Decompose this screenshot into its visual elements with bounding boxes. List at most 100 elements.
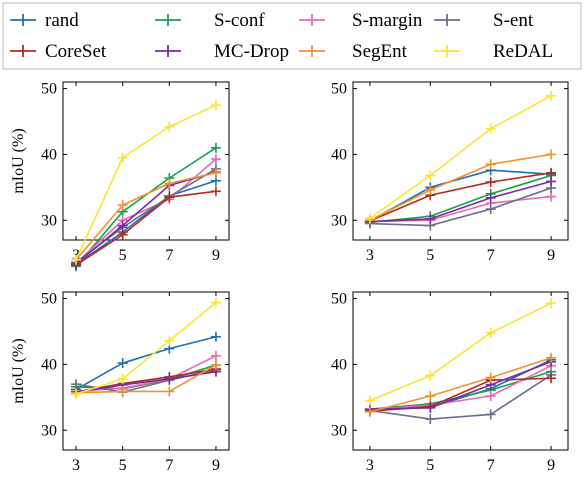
series-redal (71, 297, 221, 400)
y-tick-label: 40 (41, 356, 57, 373)
series-line (75, 147, 217, 267)
data-point (546, 373, 557, 384)
x-tick-label: 3 (72, 457, 80, 474)
series-line (75, 301, 217, 395)
data-point (71, 254, 82, 265)
data-point (546, 298, 557, 309)
series-redal (71, 100, 221, 265)
data-point (210, 331, 221, 342)
legend: rand S-conf S-margin S-ent CoreSet MC-Drop Seg… (2, 2, 582, 70)
data-point (164, 373, 175, 384)
x-tick-label: 9 (212, 247, 220, 264)
axes-frame (62, 291, 230, 451)
axes-frame (62, 81, 230, 241)
series-line (369, 357, 552, 413)
data-point (425, 213, 436, 224)
series-line (75, 172, 217, 261)
legend-label: SegEnt (352, 41, 408, 62)
series-line (369, 374, 552, 420)
legend-frame (2, 2, 582, 70)
y-tick-label: 30 (331, 212, 347, 229)
data-point (210, 167, 221, 178)
x-tick-label: 9 (547, 457, 555, 474)
data-point (210, 360, 221, 371)
data-point (117, 152, 128, 163)
y-tick-label: 50 (41, 81, 57, 98)
legend-entry-redal: ReDAL (434, 41, 553, 62)
x-tick-label: 9 (547, 247, 555, 264)
data-point (485, 372, 496, 383)
legend-label: MC-Drop (214, 41, 289, 62)
data-point (425, 370, 436, 381)
data-point (546, 352, 557, 363)
x-tick-label: 7 (487, 247, 495, 264)
series-segent (364, 352, 557, 417)
panel-4: 30 40 50 3 5 7 9 (331, 291, 569, 474)
data-point (210, 142, 221, 153)
y-tick-label: 30 (41, 422, 57, 439)
legend-label: ReDAL (493, 41, 553, 62)
panel-2: 30 40 50 3 5 7 9 (331, 81, 569, 264)
legend-entry-rand: rand (10, 10, 79, 31)
legend-label: S-ent (493, 10, 534, 31)
series-s-ent (364, 182, 557, 231)
legend-entry-s-conf: S-conf (155, 10, 265, 31)
data-point (485, 327, 496, 338)
data-point (117, 358, 128, 369)
legend-entry-segent: SegEnt (299, 41, 408, 62)
series-rand (71, 331, 221, 395)
series-s-margin (71, 154, 221, 269)
series-line (369, 95, 552, 219)
x-tick-label: 3 (366, 247, 374, 264)
x-tick-label: 5 (119, 457, 127, 474)
legend-label: rand (45, 10, 79, 31)
series-line (369, 361, 552, 410)
series-line (369, 180, 552, 223)
axes-frame (352, 81, 569, 241)
data-point (425, 391, 436, 402)
series-redal (364, 298, 557, 406)
data-point (364, 395, 375, 406)
data-point (485, 123, 496, 134)
data-point (164, 178, 175, 189)
data-point (164, 192, 175, 203)
axes-frame (352, 291, 569, 451)
legend-label: CoreSet (45, 41, 107, 62)
x-tick-label: 7 (487, 457, 495, 474)
y-tick-label: 50 (331, 291, 347, 308)
legend-entry-s-ent: S-ent (434, 10, 534, 31)
data-point (546, 149, 557, 160)
data-point (210, 350, 221, 361)
data-point (485, 192, 496, 203)
data-point (164, 121, 175, 132)
x-tick-label: 5 (119, 247, 127, 264)
legend-label: S-conf (214, 10, 265, 31)
y-tick-label: 30 (331, 422, 347, 439)
data-point (117, 386, 128, 397)
series-line (75, 370, 217, 393)
x-tick-label: 5 (426, 457, 434, 474)
y-axis-label: mIoU (%) (10, 338, 27, 403)
legend-label: S-margin (352, 10, 423, 31)
chart-panels: 30 40 50 3 5 7 9 mIoU (%) 30 40 50 3 5 7 9 30 40 50 3 5 7 9 mI… (10, 81, 569, 474)
data-point (210, 100, 221, 111)
data-point (117, 229, 128, 240)
series-line (76, 355, 217, 393)
y-tick-label: 40 (331, 356, 347, 373)
series-line (369, 169, 552, 222)
y-tick-label: 30 (41, 212, 57, 229)
data-point (546, 167, 557, 178)
legend-entry-mc-drop: MC-Drop (155, 41, 289, 62)
x-tick-label: 7 (165, 457, 173, 474)
x-tick-label: 7 (165, 247, 173, 264)
data-point (425, 402, 436, 413)
data-point (425, 184, 436, 195)
x-tick-label: 9 (212, 457, 220, 474)
legend-entry-coreset: CoreSet (10, 41, 107, 62)
series-line (369, 302, 552, 402)
series-line (369, 370, 552, 410)
data-point (164, 386, 175, 397)
y-tick-label: 50 (331, 81, 347, 98)
